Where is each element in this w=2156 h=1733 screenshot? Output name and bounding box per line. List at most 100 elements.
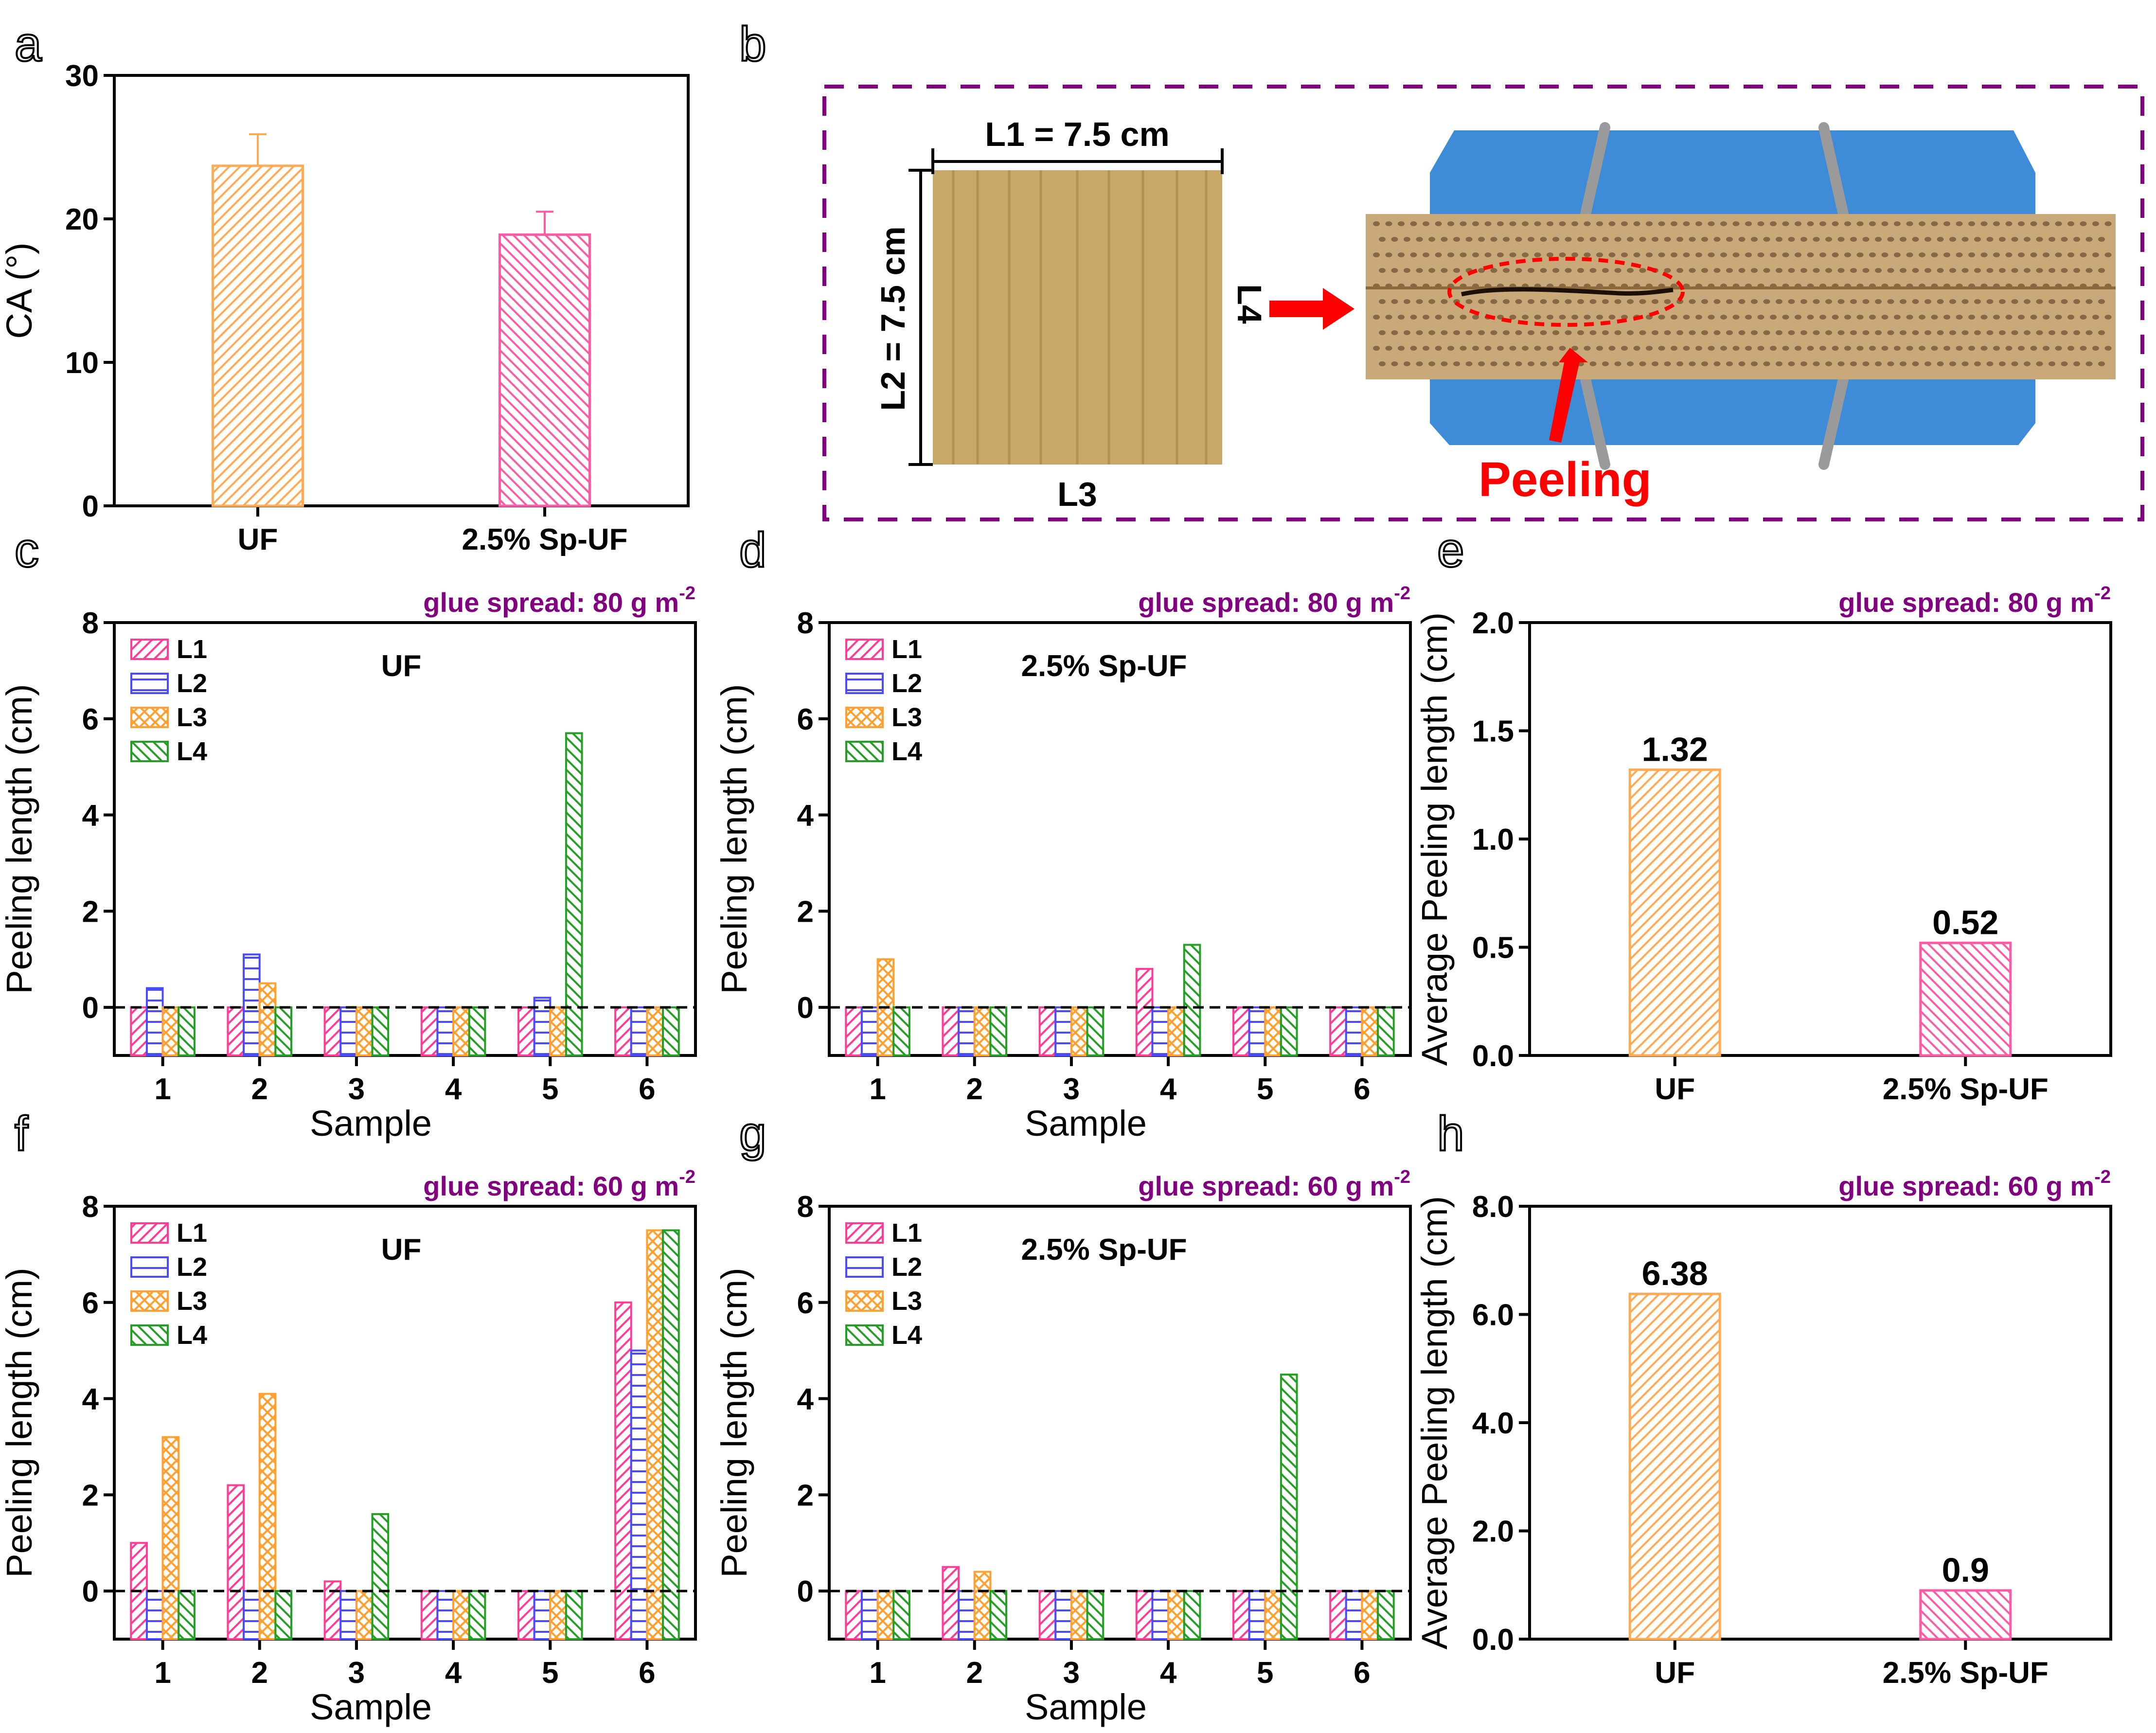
pore [1522, 346, 1529, 351]
pore [1621, 346, 1628, 351]
pore [1961, 330, 1969, 335]
bar-l4-sample-4 [468, 1590, 486, 1640]
pore [1472, 315, 1479, 320]
pore [1379, 361, 1386, 366]
pore [1807, 252, 1814, 257]
bar-l4-sample-3 [371, 1513, 390, 1641]
bar-l4-sample-3 [1086, 1590, 1105, 1640]
pore [1770, 252, 1777, 257]
glue-spread-note: glue spread: 60 g m-2 [1138, 1167, 1410, 1201]
bar-l1-sample-3 [1038, 1006, 1057, 1056]
pore [1850, 330, 1857, 335]
pore [1683, 346, 1690, 351]
pore [1856, 252, 1864, 257]
pore [1416, 330, 1423, 335]
pore [2104, 252, 2112, 257]
y-tick-label: 8.0 [1472, 1190, 1514, 1224]
panel-title: UF [381, 649, 422, 683]
bar-l2-sample-2 [243, 1590, 261, 1640]
pore [1509, 252, 1516, 257]
pore [1999, 330, 2006, 335]
bar-l2-sample-6 [630, 1006, 648, 1056]
legend-swatch-l1 [845, 1222, 884, 1244]
peeling-arrow-icon [1549, 348, 1588, 443]
bar-value-label: 0.52 [1932, 904, 1998, 942]
chart-panel-c: 0 2 4 6 8 Peeling length (cm) glue spread: 80 … [0, 583, 697, 1143]
pore [2036, 361, 2043, 366]
glue-spread-text: glue spread: 60 g m [423, 1171, 679, 1201]
pore [2098, 361, 2105, 366]
bar-l1-sample-4 [1135, 1590, 1154, 1640]
pore [2043, 346, 2049, 351]
pore [2030, 346, 2037, 351]
bar-l2-sample-1 [145, 987, 164, 1056]
bar-l1-sample-5 [517, 1006, 535, 1056]
bar-l4-sample-2 [274, 1006, 293, 1056]
pore [1639, 361, 1646, 366]
pore [1986, 237, 1994, 242]
pore [1924, 268, 1931, 273]
pore [1478, 237, 1485, 242]
bar-l3-sample-4 [1167, 1590, 1185, 1640]
pore [1627, 237, 1634, 242]
bar-l3-sample-4 [452, 1590, 470, 1640]
pore [1391, 299, 1398, 304]
pore [1547, 221, 1553, 226]
legend-swatch-l3 [130, 707, 169, 728]
pore [1633, 221, 1640, 226]
pore [1664, 299, 1671, 304]
glue-spread-text: glue spread: 80 g m [1838, 587, 2094, 618]
pore [1900, 268, 1907, 273]
y-tick-label: 0.0 [1472, 1623, 1514, 1657]
pore [1931, 221, 1938, 226]
x-tick-label: 1 [869, 1656, 886, 1690]
pore [1745, 315, 1752, 320]
pore [1937, 268, 1944, 273]
crack [1461, 287, 1674, 297]
pore [1776, 361, 1782, 366]
pore [1862, 330, 1870, 335]
pore [1763, 361, 1770, 366]
x-tick-label: 3 [1063, 1072, 1080, 1106]
pore [1391, 330, 1398, 335]
pore [1726, 361, 1733, 366]
pore [1559, 315, 1566, 320]
legend-swatch-l3 [845, 707, 884, 728]
pore [1906, 315, 1913, 320]
bar-l1-sample-5 [1232, 1006, 1250, 1056]
pore [1844, 252, 1851, 257]
bar-l2-sample-5 [1248, 1006, 1266, 1056]
pore [1497, 346, 1504, 351]
pore [1701, 237, 1708, 242]
pore [1776, 268, 1782, 273]
chart-panel-h: 0.0 2.0 4.0 6.0 8.0 Average Peeling length (c… [1414, 1167, 2112, 1690]
bar-l4-sample-1 [178, 1590, 196, 1640]
panel-title: UF [381, 1233, 422, 1267]
pore [1708, 252, 1715, 257]
bar-l2-sample-2 [243, 953, 261, 1057]
pore [1478, 299, 1485, 304]
glue-spread-note: glue spread: 80 g m-2 [1138, 583, 1410, 618]
pore [1956, 221, 1963, 226]
pore [2030, 221, 2037, 226]
pore [1614, 361, 1621, 366]
pore [1738, 237, 1746, 242]
pore [1559, 252, 1566, 257]
x-tick-label: 1 [154, 1656, 171, 1690]
pore [2085, 268, 2093, 273]
pore [1900, 330, 1907, 335]
pore [1788, 330, 1795, 335]
pore [1713, 330, 1721, 335]
pore [1472, 346, 1479, 351]
pore [1447, 252, 1454, 257]
pore [1453, 330, 1460, 335]
pore [1937, 361, 1944, 366]
pore [1695, 346, 1702, 351]
glue-spread-text: glue spread: 60 g m [1838, 1171, 2094, 1201]
pore [1404, 361, 1410, 366]
pore [1391, 361, 1398, 366]
pore [1788, 299, 1795, 304]
pore [1919, 252, 1925, 257]
pore [2104, 346, 2112, 351]
x-tick-label: 3 [348, 1656, 365, 1690]
